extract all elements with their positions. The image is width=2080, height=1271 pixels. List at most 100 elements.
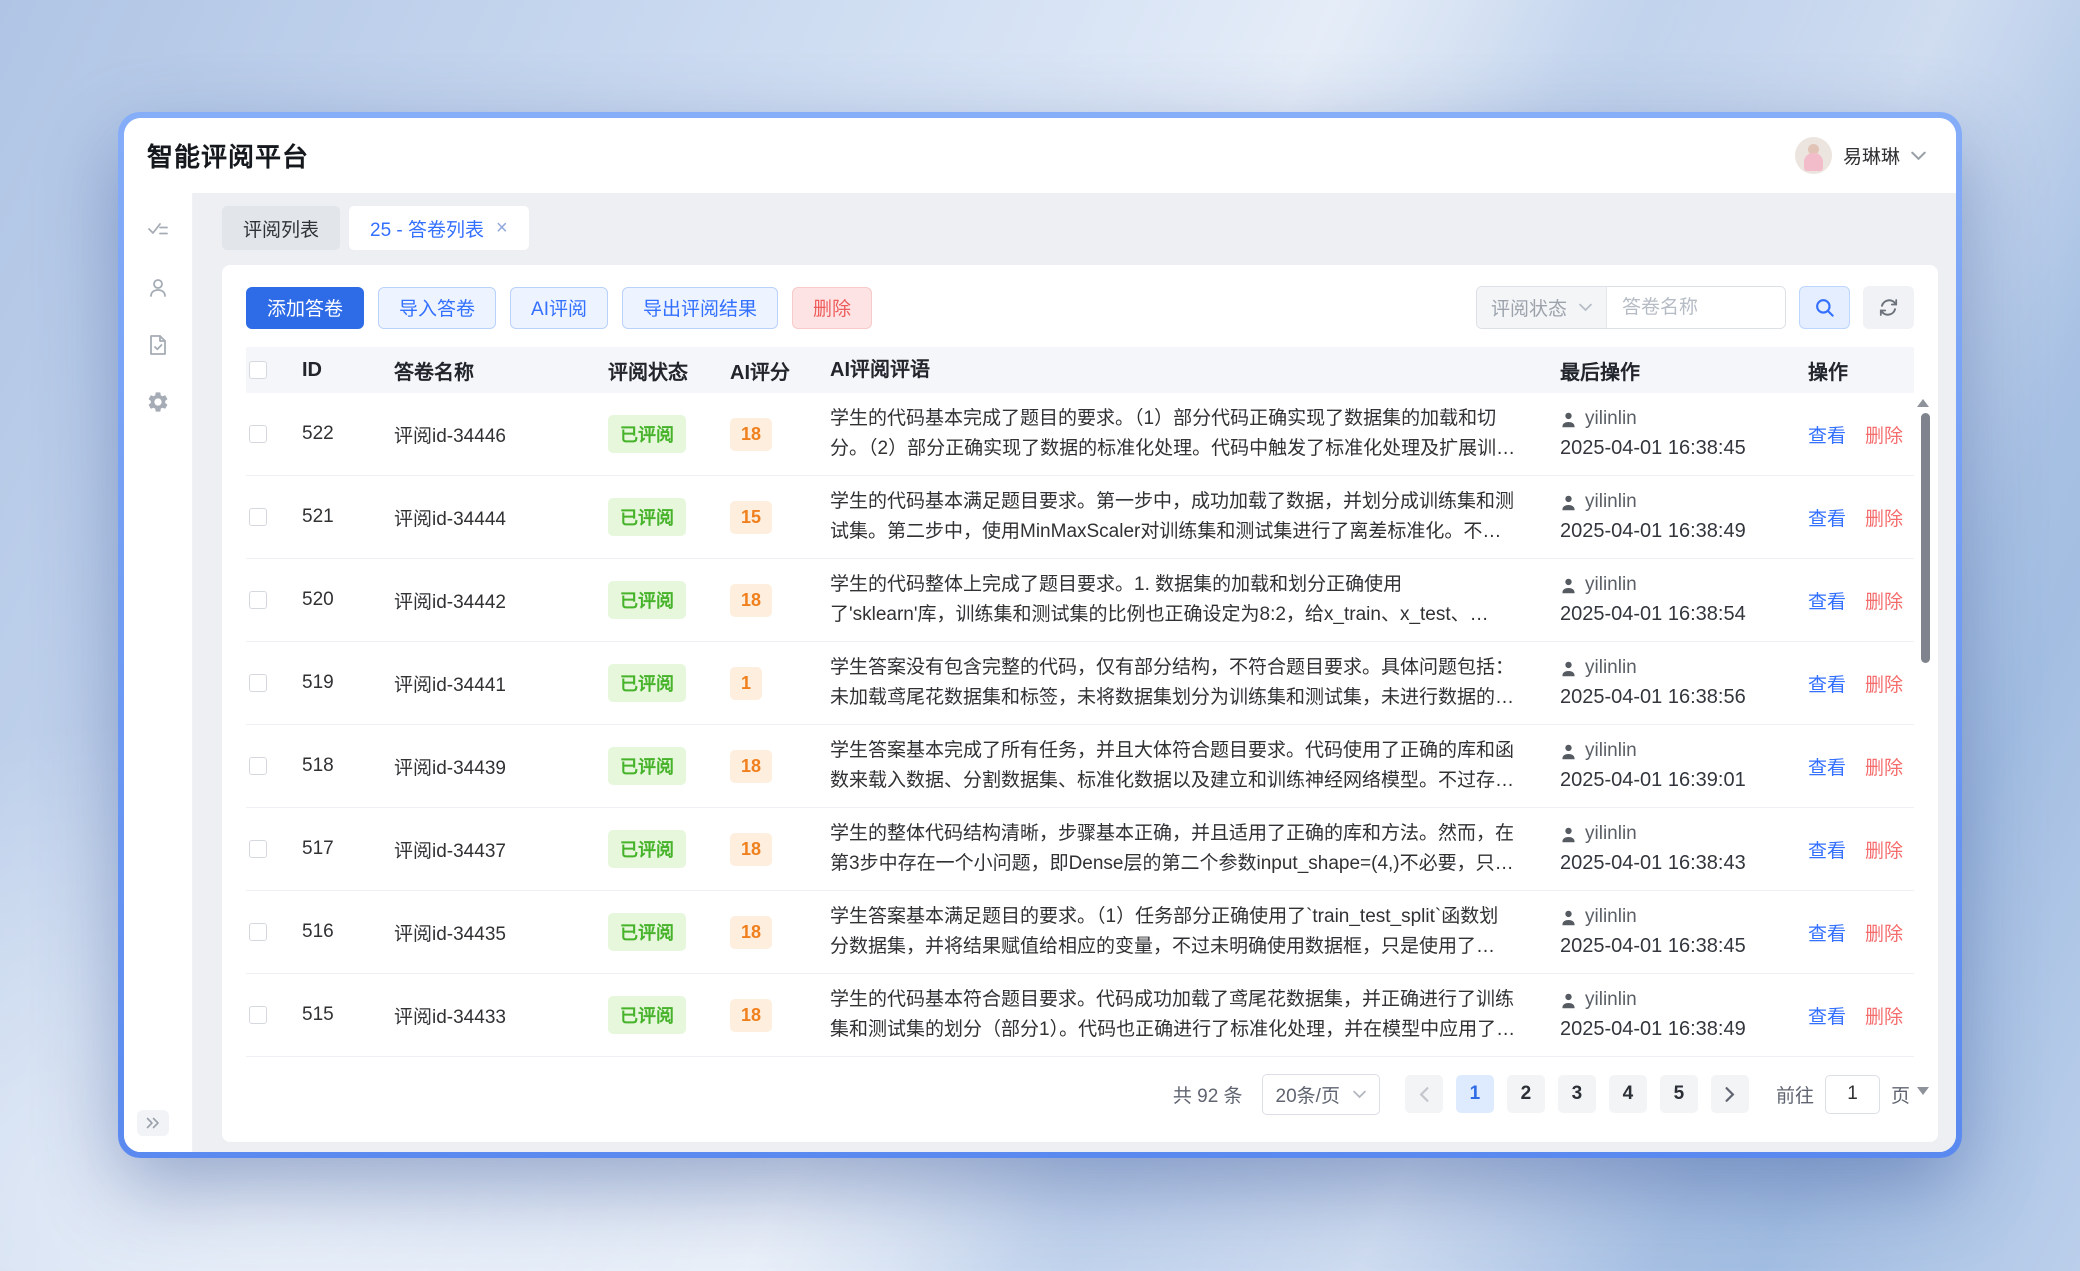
cell-actions: 查看 删除 [1808,836,1914,863]
cell-name: 评阅id-34444 [394,504,608,531]
delete-button[interactable]: 删除 [792,287,872,329]
prev-page-button[interactable] [1405,1075,1443,1113]
person-icon [1560,826,1577,843]
document-check-icon[interactable] [146,333,170,357]
table-body: 522 评阅id-34446 已评阅 18 学生的代码基本完成了题目的要求。（1… [246,393,1914,1057]
view-link[interactable]: 查看 [1808,587,1846,614]
cell-comment: 学生的代码基本满足题目要求。第一步中，成功加载了数据，并划分成训练集和测试集。第… [830,487,1560,547]
delete-link[interactable]: 删除 [1865,836,1903,863]
table-row: 515 评阅id-34433 已评阅 18 学生的代码基本符合题目要求。代码成功… [246,974,1914,1057]
page-button-2[interactable]: 2 [1507,1075,1545,1113]
operation-time: 2025-04-01 16:38:54 [1560,603,1800,626]
status-badge: 已评阅 [608,996,686,1034]
operator-name: yilinlin [1585,989,1637,1011]
tab-label: 评阅列表 [243,215,319,242]
sidebar-collapse-button[interactable] [137,1110,169,1136]
view-link[interactable]: 查看 [1808,1002,1846,1029]
view-link[interactable]: 查看 [1808,836,1846,863]
page-button-1[interactable]: 1 [1456,1075,1494,1113]
status-badge: 已评阅 [608,830,686,868]
cell-actions: 查看 删除 [1808,587,1914,614]
add-answer-button[interactable]: 添加答卷 [246,287,364,329]
import-answer-button[interactable]: 导入答卷 [378,287,496,329]
header-actions: 操作 [1808,356,1914,385]
page-size-select[interactable]: 20条/页 [1262,1074,1380,1115]
row-checkbox[interactable] [249,591,267,609]
row-checkbox[interactable] [249,425,267,443]
search-input[interactable] [1607,287,1785,328]
operator-name: yilinlin [1585,574,1637,596]
person-icon [1560,992,1577,1009]
toolbar: 添加答卷 导入答卷 AI评阅 导出评阅结果 删除 评阅状态 [222,265,1938,347]
cell-id: 518 [302,755,394,777]
page-button-5[interactable]: 5 [1660,1075,1698,1113]
export-results-button[interactable]: 导出评阅结果 [622,287,778,329]
status-badge: 已评阅 [608,415,686,453]
cell-last-op: yilinlin 2025-04-01 16:38:45 [1560,906,1808,958]
cell-comment: 学生答案基本满足题目的要求。（1）任务部分正确使用了`train_test_sp… [830,902,1560,962]
cell-id: 520 [302,589,394,611]
row-checkbox[interactable] [249,757,267,775]
settings-icon[interactable] [146,390,170,414]
cell-name: 评阅id-34437 [394,836,608,863]
scrollbar-up-arrow[interactable] [1917,399,1929,407]
chevron-down-icon [1579,303,1592,312]
row-checkbox[interactable] [249,508,267,526]
desktop-background: 智能评阅平台 易琳琳 [0,0,2080,1271]
delete-link[interactable]: 删除 [1865,504,1903,531]
header-comment: AI评阅评语 [830,355,1560,385]
view-link[interactable]: 查看 [1808,504,1846,531]
row-checkbox[interactable] [249,674,267,692]
view-link[interactable]: 查看 [1808,670,1846,697]
delete-link[interactable]: 删除 [1865,753,1903,780]
table-row: 517 评阅id-34437 已评阅 18 学生的整体代码结构清晰，步骤基本正确… [246,808,1914,891]
goto-page-input[interactable] [1825,1075,1880,1114]
delete-link[interactable]: 删除 [1865,587,1903,614]
status-badge: 已评阅 [608,498,686,536]
user-icon[interactable] [146,276,170,300]
delete-link[interactable]: 删除 [1865,421,1903,448]
delete-link[interactable]: 删除 [1865,670,1903,697]
cell-comment: 学生的代码整体上完成了题目要求。1. 数据集的加载和划分正确使用了'sklear… [830,570,1560,630]
tab-close-icon[interactable]: × [496,218,508,238]
page-button-3[interactable]: 3 [1558,1075,1596,1113]
operator-name: yilinlin [1585,906,1637,928]
status-filter-select[interactable]: 评阅状态 [1477,287,1607,328]
chevron-left-icon [1419,1087,1429,1102]
operator-name: yilinlin [1585,657,1637,679]
table: ID 答卷名称 评阅状态 AI评分 AI评阅评语 最后操作 操作 [222,347,1938,1056]
operator-name: yilinlin [1585,740,1637,762]
view-link[interactable]: 查看 [1808,919,1846,946]
row-checkbox[interactable] [249,1006,267,1024]
operation-time: 2025-04-01 16:38:43 [1560,852,1800,875]
user-name: 易琳琳 [1843,142,1900,169]
status-badge: 已评阅 [608,664,686,702]
tab-review-list[interactable]: 评阅列表 [222,206,340,250]
user-menu[interactable]: 易琳琳 [1795,137,1926,174]
refresh-button[interactable] [1863,286,1914,329]
table-row: 516 评阅id-34435 已评阅 18 学生答案基本满足题目的要求。（1）任… [246,891,1914,974]
score-badge: 18 [730,750,772,783]
ai-review-button[interactable]: AI评阅 [510,287,608,329]
select-all-checkbox[interactable] [249,361,267,379]
delete-link[interactable]: 删除 [1865,919,1903,946]
status-badge: 已评阅 [608,747,686,785]
delete-link[interactable]: 删除 [1865,1002,1903,1029]
cell-last-op: yilinlin 2025-04-01 16:39:01 [1560,740,1808,792]
page-button-4[interactable]: 4 [1609,1075,1647,1113]
chevron-down-icon [1911,151,1926,161]
cell-comment: 学生的代码基本完成了题目的要求。（1）部分代码正确实现了数据集的加载和切分。（2… [830,404,1560,464]
scrollbar-thumb[interactable] [1921,413,1930,663]
row-checkbox[interactable] [249,840,267,858]
next-page-button[interactable] [1711,1075,1749,1113]
row-checkbox[interactable] [249,923,267,941]
cell-last-op: yilinlin 2025-04-01 16:38:49 [1560,491,1808,543]
cell-comment: 学生的代码基本符合题目要求。代码成功加载了鸢尾花数据集，并正确进行了训练集和测试… [830,985,1560,1045]
cell-id: 519 [302,672,394,694]
review-list-icon[interactable] [146,219,170,243]
scrollbar-down-arrow[interactable] [1917,1087,1929,1095]
search-button[interactable] [1799,286,1850,329]
tab-answer-sheet-list[interactable]: 25 - 答卷列表 × [349,206,529,250]
view-link[interactable]: 查看 [1808,421,1846,448]
view-link[interactable]: 查看 [1808,753,1846,780]
